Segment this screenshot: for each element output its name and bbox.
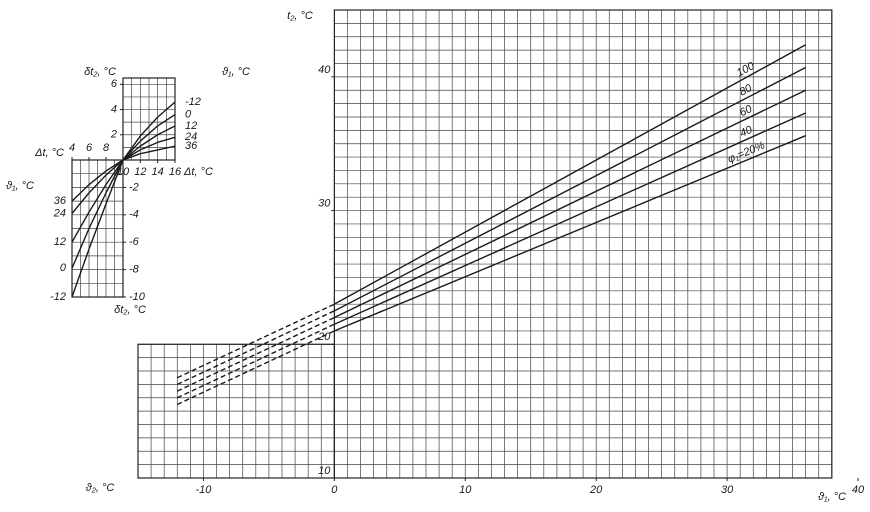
series-label: 100 xyxy=(735,60,758,80)
series-label: -12 xyxy=(50,291,66,303)
y-tick-label: 6 xyxy=(111,78,118,90)
curve xyxy=(122,153,141,161)
curve xyxy=(139,125,159,142)
curve xyxy=(334,135,806,332)
y-tick-label: 10 xyxy=(318,465,331,477)
x-tick-label: 16 xyxy=(169,166,182,178)
y-tick-label: 40 xyxy=(318,64,331,76)
curve xyxy=(139,116,159,137)
curve xyxy=(71,248,90,298)
curve xyxy=(140,141,158,151)
curve xyxy=(157,113,176,127)
series-label: 12 xyxy=(54,236,66,248)
curve xyxy=(71,211,90,243)
series-label: 36 xyxy=(185,140,198,152)
x-tick-label: 14 xyxy=(152,166,164,178)
series-label: 12 xyxy=(185,120,197,132)
curve xyxy=(88,192,107,229)
curve xyxy=(105,159,124,176)
series-label: 0 xyxy=(60,262,67,274)
curve xyxy=(88,203,107,250)
curve xyxy=(71,184,90,202)
y-tick-label: 20 xyxy=(317,331,331,343)
x-tick-label: 12 xyxy=(134,166,146,178)
curve xyxy=(176,303,335,379)
axis-label: δt₂, °C xyxy=(114,304,146,316)
grid-frame xyxy=(333,9,833,479)
series-label: 36 xyxy=(54,195,67,207)
x-tick-label: 0 xyxy=(331,484,338,496)
curve xyxy=(334,112,806,325)
axis-label: ϑ₁, °C xyxy=(222,66,250,78)
curve xyxy=(88,184,107,213)
curve xyxy=(157,101,176,118)
grid-frame xyxy=(122,77,176,161)
series-label: 24 xyxy=(184,131,197,143)
x-tick-label: 20 xyxy=(589,484,603,496)
axis-label: Δt, °C xyxy=(183,166,213,178)
curve xyxy=(157,145,176,151)
y-tick-label: -6 xyxy=(129,236,140,248)
series-label: 0 xyxy=(185,108,192,120)
x-tick-label: 4 xyxy=(69,142,75,154)
series-label: 60 xyxy=(738,103,755,120)
curve xyxy=(176,316,335,392)
curve xyxy=(157,136,176,144)
axis-label: δt₂, °C xyxy=(84,66,116,78)
y-tick-label: -2 xyxy=(129,181,139,193)
curve xyxy=(71,228,90,269)
y-tick-label: 30 xyxy=(318,197,331,209)
series-label: 24 xyxy=(53,207,66,219)
axis-label: ϑ₁, °C xyxy=(6,180,34,192)
x-tick-label: -10 xyxy=(196,484,213,496)
curve xyxy=(334,66,806,312)
curve xyxy=(71,192,90,214)
axis-label: ϑ₂, °C xyxy=(86,482,115,494)
curve xyxy=(176,330,335,406)
series-label: -12 xyxy=(185,96,201,108)
axis-label: Δt, °C xyxy=(34,147,64,159)
x-tick-label: 10 xyxy=(459,484,472,496)
curve xyxy=(105,159,124,205)
x-tick-label: 40 xyxy=(852,484,865,496)
series-label: 40 xyxy=(738,124,755,140)
grid-frame xyxy=(71,159,124,298)
y-tick-label: -10 xyxy=(129,291,146,303)
y-tick-label: -8 xyxy=(129,264,140,276)
curve xyxy=(88,170,107,186)
axis-label: t₂, °C xyxy=(287,10,313,22)
curve xyxy=(88,174,107,194)
y-tick-label: 2 xyxy=(110,129,117,141)
curve xyxy=(140,149,158,155)
curve xyxy=(139,134,159,147)
curve xyxy=(334,89,806,319)
grid-frame xyxy=(137,343,335,479)
y-tick-label: 4 xyxy=(111,103,117,115)
x-tick-label: 6 xyxy=(86,142,93,154)
curve xyxy=(176,323,335,399)
x-tick-label: 8 xyxy=(103,142,110,154)
y-tick-label: -4 xyxy=(129,209,139,221)
axis-label: ϑ₁, °C xyxy=(818,491,846,503)
curve xyxy=(334,44,806,305)
curve xyxy=(176,310,335,386)
curve xyxy=(157,125,176,136)
x-tick-label: 30 xyxy=(721,484,734,496)
